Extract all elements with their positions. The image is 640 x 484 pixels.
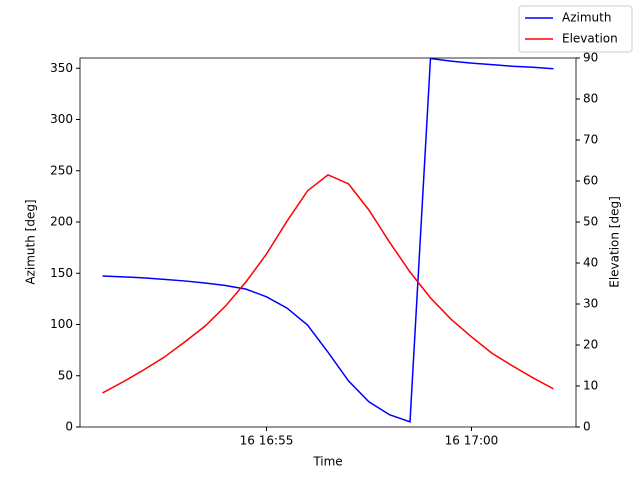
y-tick-label: 50 [58,368,73,382]
y2-tick-label: 30 [583,297,598,311]
legend-label: Elevation [562,32,618,46]
y2-axis-label: Elevation [deg] [608,196,622,288]
y2-tick-label: 70 [583,133,598,147]
y-tick-label: 200 [50,215,73,229]
x-axis-label: Time [312,455,342,469]
y2-tick-label: 90 [583,51,598,65]
y2-tick-label: 0 [583,420,591,434]
y-tick-label: 350 [50,61,73,75]
y2-tick-label: 10 [583,379,598,393]
y2-tick-label: 60 [583,174,598,188]
x-tick-label: 16 16:55 [240,434,294,448]
y2-tick-label: 50 [583,215,598,229]
y2-tick-label: 20 [583,338,598,352]
line [102,57,554,423]
y-tick-label: 100 [50,317,73,331]
y-axis-label: Azimuth [deg] [24,199,38,284]
x-tick-label: 16 17:00 [445,434,499,448]
y-tick-label: 300 [50,112,73,126]
y-tick-label: 0 [65,420,73,434]
line [102,173,554,394]
y-tick-label: 250 [50,163,73,177]
legend-label: Azimuth [562,11,611,25]
y2-tick-label: 40 [583,256,598,270]
y-tick-label: 150 [50,266,73,280]
plot-frame [79,57,577,428]
y2-tick-label: 80 [583,92,598,106]
